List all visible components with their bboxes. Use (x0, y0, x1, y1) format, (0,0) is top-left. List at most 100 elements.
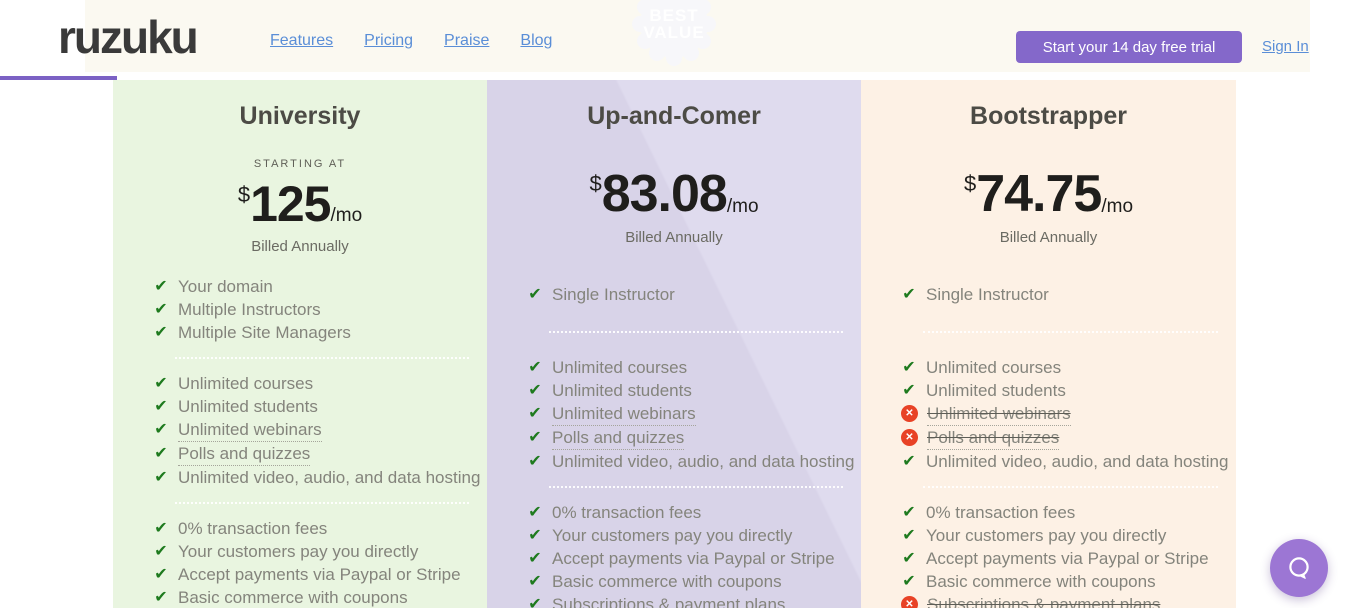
check-icon: ✔ (902, 527, 916, 544)
feature-item: ✕ Polls and quizzes (901, 426, 1230, 450)
chat-bubble-icon (1289, 557, 1309, 579)
feature-label: Single Instructor (552, 285, 675, 304)
feature-label[interactable]: Polls and quizzes (178, 442, 311, 466)
feature-label[interactable]: Unlimited webinars (178, 418, 322, 442)
check-icon: ✔ (154, 469, 168, 486)
feature-item: ✔ Accept payments via Paypal or Stripe (527, 547, 855, 570)
nav-link-pricing[interactable]: Pricing (364, 32, 414, 49)
price-period: /mo (1101, 196, 1134, 217)
feature-item: ✔ Polls and quizzes (153, 442, 481, 466)
feature-item: ✔ Multiple Instructors (153, 298, 481, 321)
feature-label: Multiple Instructors (178, 300, 321, 319)
check-icon: ✔ (154, 421, 168, 438)
x-icon: ✕ (901, 429, 918, 446)
feature-label: Basic commerce with coupons (926, 572, 1156, 591)
check-icon: ✔ (528, 527, 542, 544)
feature-item: ✔ 0% transaction fees (527, 501, 855, 524)
feature-label[interactable]: Unlimited webinars (927, 402, 1071, 426)
feature-item: ✔ Basic commerce with coupons (527, 570, 855, 593)
plan-price: $ 74.75 /mo (861, 168, 1236, 220)
plan-name: University (239, 102, 361, 130)
plan-name: Bootstrapper (970, 102, 1127, 130)
feature-label: Unlimited courses (552, 358, 688, 377)
check-icon: ✔ (154, 375, 168, 392)
billing-note: Billed Annually (625, 229, 723, 246)
feature-label: Your customers pay you directly (926, 526, 1167, 545)
feature-label: 0% transaction fees (552, 503, 702, 522)
feature-item: ✔ Single Instructor (527, 283, 855, 306)
feature-item: ✔ Your customers pay you directly (527, 524, 855, 547)
price-amount: 83.08 (601, 165, 728, 223)
plan-price: $ 125 /mo (113, 179, 487, 229)
currency-symbol: $ (589, 171, 602, 196)
check-icon: ✔ (154, 543, 168, 560)
check-icon: ✔ (154, 324, 168, 341)
feature-label: Accept payments via Paypal or Stripe (178, 565, 461, 584)
check-icon: ✔ (154, 445, 168, 462)
nav-link-features[interactable]: Features (270, 32, 334, 49)
feature-item: ✔ Accept payments via Paypal or Stripe (153, 563, 481, 586)
currency-symbol: $ (963, 171, 977, 196)
check-icon: ✔ (902, 550, 916, 567)
free-trial-button[interactable]: Start your 14 day free trial (1016, 31, 1242, 63)
plan-card-university: University STARTING AT $ 125 /mo Billed … (113, 80, 487, 608)
check-icon: ✔ (528, 405, 542, 422)
check-icon: ✔ (154, 398, 168, 415)
feature-item: ✔ Single Instructor (901, 283, 1230, 306)
check-icon: ✔ (528, 550, 542, 567)
feature-label: Unlimited students (178, 397, 318, 416)
check-icon: ✔ (902, 286, 916, 303)
feature-label[interactable]: Unlimited webinars (552, 402, 696, 426)
feature-item: ✔ Your customers pay you directly (901, 524, 1230, 547)
feature-list: ✔ Single Instructor ✔ Unlimited courses ✔ Unl… (861, 283, 1230, 608)
scroll-progress-bar (0, 76, 117, 80)
feature-label: Your customers pay you directly (178, 542, 419, 561)
feature-item: ✕ Unlimited webinars (901, 402, 1230, 426)
plan-name: Up-and-Comer (587, 102, 761, 130)
billing-note: Billed Annually (999, 229, 1098, 246)
feature-label: 0% transaction fees (178, 519, 328, 538)
sign-in-link[interactable]: Sign In (1262, 38, 1309, 55)
feature-label: Unlimited video, audio, and data hosting (552, 452, 855, 471)
main-nav: Features Pricing Praise Blog (270, 32, 552, 50)
feature-group-divider (175, 357, 469, 359)
feature-label: Your domain (178, 277, 273, 296)
feature-list: ✔ Single Instructor ✔ Unlimited courses ✔ Unl… (487, 283, 855, 608)
feature-label[interactable]: Polls and quizzes (927, 426, 1060, 450)
feature-label: Subscriptions & payment plans (552, 595, 786, 608)
feature-item: ✔ 0% transaction fees (153, 517, 481, 540)
feature-item: ✔ Unlimited webinars (527, 402, 855, 426)
check-icon: ✔ (528, 382, 542, 399)
check-icon: ✔ (902, 573, 916, 590)
ruzuku-logo[interactable]: ruzuku (58, 11, 199, 63)
nav-link-praise[interactable]: Praise (444, 32, 490, 49)
feature-item: ✔ Basic commerce with coupons (153, 586, 481, 608)
feature-item: ✔ Unlimited video, audio, and data hostin… (527, 450, 855, 473)
feature-label: Subscriptions & payment plans (927, 595, 1161, 608)
feature-item: ✔ Polls and quizzes (527, 426, 855, 450)
check-icon: ✔ (902, 382, 916, 399)
check-icon: ✔ (902, 359, 916, 376)
feature-group-divider (549, 331, 843, 333)
currency-symbol: $ (237, 182, 251, 207)
feature-item: ✔ Unlimited courses (153, 372, 481, 395)
feature-label: Basic commerce with coupons (178, 588, 408, 607)
check-icon: ✔ (528, 504, 542, 521)
nav-link-blog[interactable]: Blog (520, 32, 553, 49)
check-icon: ✔ (154, 278, 168, 295)
feature-item: ✔ Unlimited video, audio, and data hostin… (901, 450, 1230, 473)
feature-group-divider (923, 331, 1218, 333)
feature-label: Unlimited students (552, 381, 692, 400)
x-icon: ✕ (901, 405, 918, 422)
check-icon: ✔ (902, 453, 916, 470)
live-chat-button[interactable] (1270, 539, 1328, 597)
feature-label[interactable]: Polls and quizzes (552, 426, 685, 450)
feature-item: ✔ Unlimited webinars (153, 418, 481, 442)
check-icon: ✔ (154, 566, 168, 583)
feature-label: Unlimited video, audio, and data hosting (178, 468, 481, 487)
plan-card-bootstrapper: Bootstrapper $ 74.75 /mo Billed Annually… (861, 80, 1236, 608)
feature-label: Multiple Site Managers (178, 323, 351, 342)
check-icon: ✔ (154, 520, 168, 537)
badge-label: BEST VALUE (643, 6, 705, 42)
feature-label: Your customers pay you directly (552, 526, 793, 545)
